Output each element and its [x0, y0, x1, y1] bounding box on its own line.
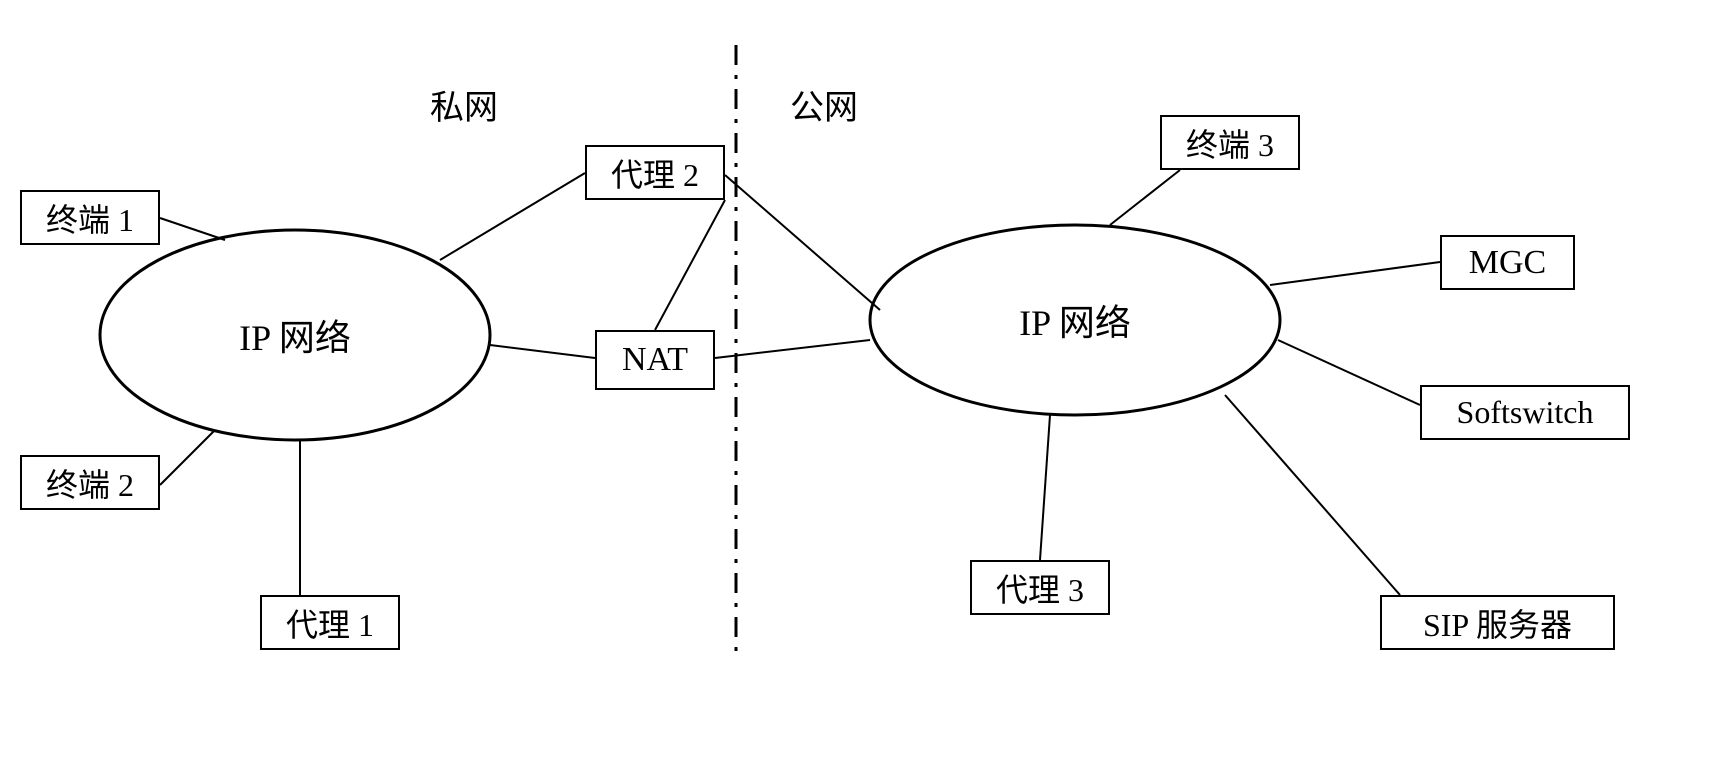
edge-8: [1110, 170, 1180, 225]
edge-6: [490, 345, 595, 358]
edge-4: [725, 175, 880, 310]
nat-node: NAT: [595, 330, 715, 390]
edge-3: [440, 173, 585, 260]
terminal-3-node: 终端 3: [1160, 115, 1300, 170]
right-cloud-label: IP 网络: [870, 295, 1280, 345]
terminal-1-node: 终端 1: [20, 190, 160, 245]
softswitch-node: Softswitch: [1420, 385, 1630, 440]
mgc-node: MGC: [1440, 235, 1575, 290]
edge-1: [160, 430, 215, 485]
edge-12: [1040, 415, 1050, 560]
edge-7: [715, 340, 870, 358]
edge-11: [1225, 395, 1400, 595]
proxy-3-node: 代理 3: [970, 560, 1110, 615]
terminal-2-node: 终端 2: [20, 455, 160, 510]
proxy-2-node: 代理 2: [585, 145, 725, 200]
edge-10: [1278, 340, 1420, 405]
sip-server-node: SIP 服务器: [1380, 595, 1615, 650]
edge-5: [655, 200, 725, 330]
edge-9: [1270, 262, 1440, 285]
private-network-label: 私网: [430, 80, 498, 129]
proxy-1-node: 代理 1: [260, 595, 400, 650]
left-cloud-label: IP 网络: [100, 310, 490, 360]
public-network-label: 公网: [790, 80, 858, 129]
edge-0: [160, 218, 225, 240]
